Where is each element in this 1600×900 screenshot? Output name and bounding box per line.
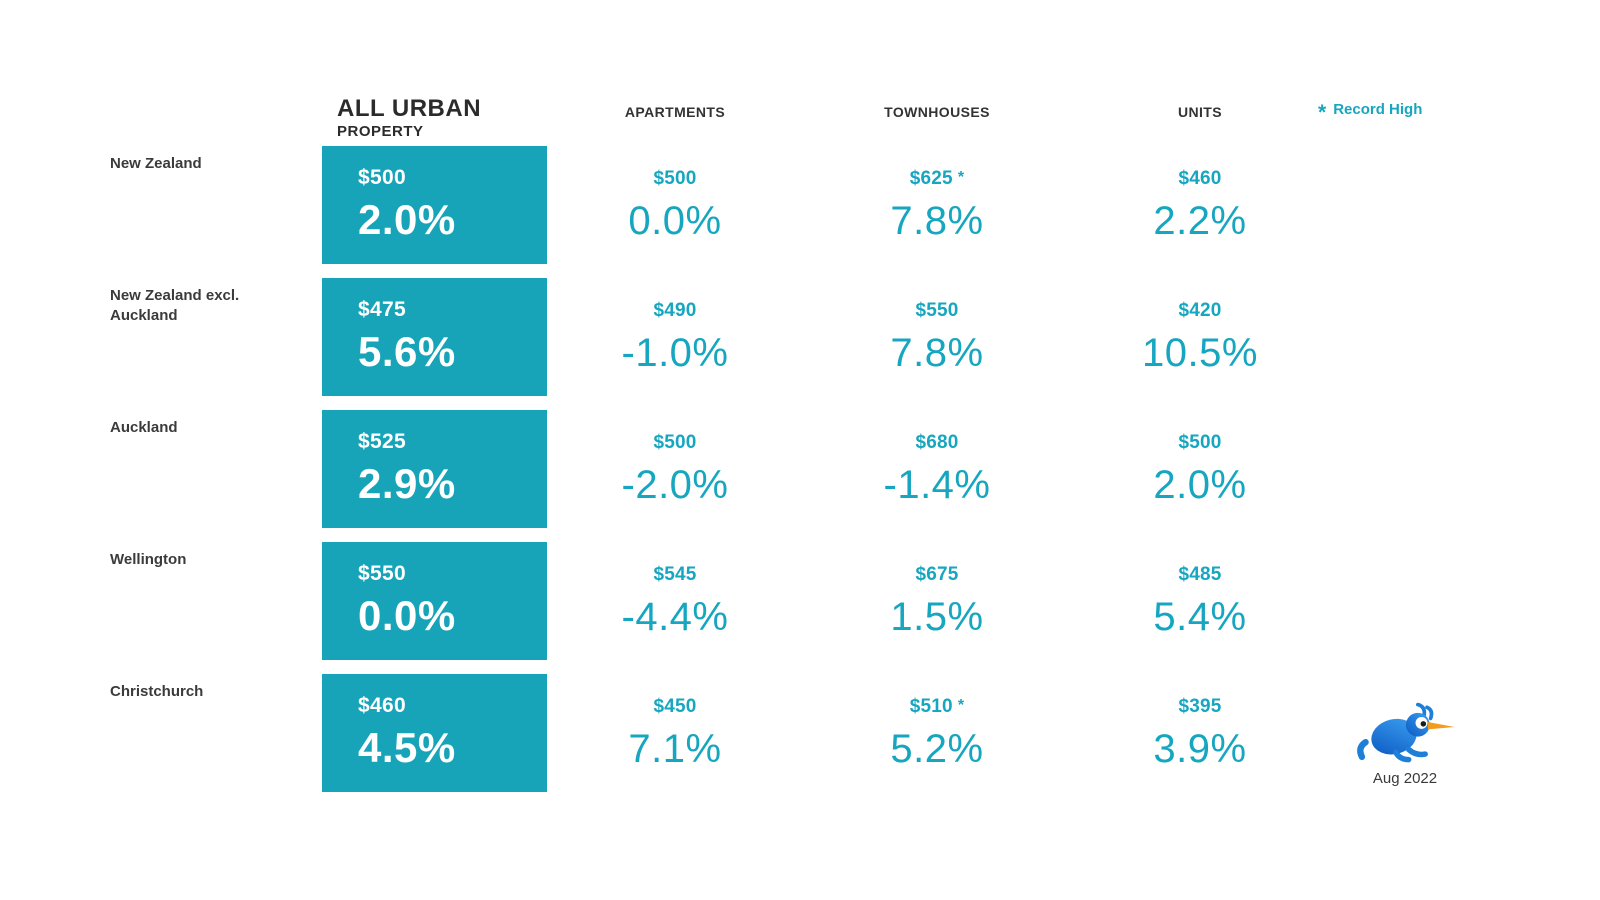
change-value: 5.6% xyxy=(358,328,456,375)
column-header-all-urban: ALL URBAN PROPERTY xyxy=(337,96,481,140)
price-value: $675 xyxy=(915,564,959,585)
price-value: $460 xyxy=(1178,168,1222,189)
change-value: 5.4% xyxy=(1153,595,1247,639)
price-value: $680 xyxy=(915,432,959,453)
price-value: $475 xyxy=(358,298,406,321)
footer-branding: Aug 2022 xyxy=(1340,700,1470,787)
change-value: -4.4% xyxy=(621,595,729,639)
apartments-cell: $545 -4.4% xyxy=(565,542,785,640)
units-cell: $460 2.2% xyxy=(1090,146,1310,244)
change-value: 0.0% xyxy=(628,199,722,243)
all-urban-value-box: $460 4.5% xyxy=(322,674,547,792)
price-value: $525 xyxy=(358,430,406,453)
record-high-asterisk-icon: * xyxy=(957,169,965,186)
units-cell: $485 5.4% xyxy=(1090,542,1310,640)
price-value: $510 * xyxy=(909,696,965,717)
region-label: Christchurch xyxy=(110,683,204,700)
column-header-apartments: APARTMENTS xyxy=(624,104,726,120)
price-value: $500 xyxy=(358,166,406,189)
asterisk-icon: * xyxy=(1318,101,1327,124)
all-urban-value-box: $500 2.0% xyxy=(322,146,547,264)
change-value: 2.9% xyxy=(358,460,456,507)
price-value: $550 xyxy=(915,300,959,321)
kiwi-bird-icon xyxy=(1357,702,1455,763)
price-value: $420 xyxy=(1178,300,1222,321)
all-urban-subtitle: PROPERTY xyxy=(337,123,424,141)
region-label: Wellington xyxy=(110,551,187,568)
change-value: 7.8% xyxy=(890,331,984,375)
region-label: New Zealand excl. Auckland xyxy=(110,287,240,325)
price-value: $490 xyxy=(653,300,697,321)
table-row: New Zealand excl. Auckland $475 5.6% $49… xyxy=(0,278,1600,410)
units-cell: $500 2.0% xyxy=(1090,410,1310,508)
change-value: 10.5% xyxy=(1142,331,1258,375)
table-row: Auckland $525 2.9% $500 -2.0% $680 -1.4%… xyxy=(0,410,1600,542)
apartments-cell: $500 -2.0% xyxy=(565,410,785,508)
townhouses-cell: $550 7.8% xyxy=(827,278,1047,376)
price-value: $500 xyxy=(1178,432,1222,453)
change-value: -1.0% xyxy=(621,331,729,375)
record-high-legend: * Record High xyxy=(1318,99,1423,124)
change-value: 4.5% xyxy=(358,724,456,771)
townhouses-cell: $510 * 5.2% xyxy=(827,674,1047,772)
townhouses-cell: $625 * 7.8% xyxy=(827,146,1047,244)
townhouses-cell: $675 1.5% xyxy=(827,542,1047,640)
price-value: $550 xyxy=(358,562,406,585)
change-value: 2.2% xyxy=(1153,199,1247,243)
change-value: 5.2% xyxy=(890,727,984,771)
apartments-cell: $450 7.1% xyxy=(565,674,785,772)
table-row: Christchurch $460 4.5% $450 7.1% $510 * 5… xyxy=(0,674,1600,806)
apartments-cell: $500 0.0% xyxy=(565,146,785,244)
change-value: -1.4% xyxy=(883,463,991,507)
all-urban-value-box: $550 0.0% xyxy=(322,542,547,660)
region-label: New Zealand xyxy=(110,155,202,172)
change-value: 1.5% xyxy=(890,595,984,639)
price-value: $500 xyxy=(653,432,697,453)
change-value: -2.0% xyxy=(621,463,729,507)
region-label: Auckland xyxy=(110,419,178,436)
apartments-cell: $490 -1.0% xyxy=(565,278,785,376)
change-value: 7.1% xyxy=(628,727,722,771)
price-value: $500 xyxy=(653,168,697,189)
change-value: 2.0% xyxy=(358,196,456,243)
change-value: 0.0% xyxy=(358,592,456,639)
townhouses-cell: $680 -1.4% xyxy=(827,410,1047,508)
units-cell: $420 10.5% xyxy=(1090,278,1310,376)
price-value: $545 xyxy=(653,564,697,585)
record-high-asterisk-icon: * xyxy=(957,697,965,714)
table-row: New Zealand $500 2.0% $500 0.0% $625 * 7.… xyxy=(0,146,1600,278)
units-cell: $395 3.9% xyxy=(1090,674,1310,772)
price-value: $460 xyxy=(358,694,406,717)
change-value: 7.8% xyxy=(890,199,984,243)
price-value: $450 xyxy=(653,696,697,717)
price-value: $485 xyxy=(1178,564,1222,585)
column-header-townhouses: TOWNHOUSES xyxy=(884,104,990,120)
date-label: Aug 2022 xyxy=(1372,770,1438,787)
price-value: $395 xyxy=(1178,696,1222,717)
table-row: Wellington $550 0.0% $545 -4.4% $675 1.5… xyxy=(0,542,1600,674)
record-high-label: Record High xyxy=(1333,101,1423,118)
price-value: $625 * xyxy=(909,168,965,189)
all-urban-value-box: $475 5.6% xyxy=(322,278,547,396)
all-urban-value-box: $525 2.9% xyxy=(322,410,547,528)
change-value: 2.0% xyxy=(1153,463,1247,507)
column-header-units: UNITS xyxy=(1178,104,1222,120)
change-value: 3.9% xyxy=(1153,727,1247,771)
all-urban-title: ALL URBAN xyxy=(337,95,482,122)
